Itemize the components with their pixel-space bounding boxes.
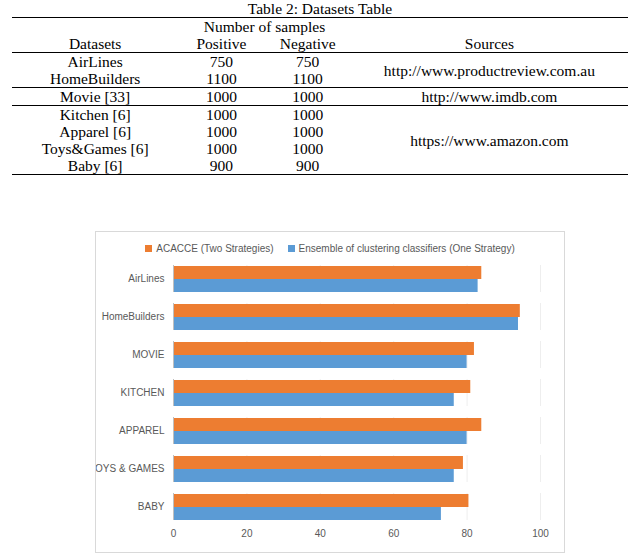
html-text:Positive: Positive <box>196 35 247 52</box>
html-text:1000: 1000 <box>205 88 237 105</box>
html-text:Toys&Games [6]: Toys&Games [6] <box>41 140 149 157</box>
html-text:1000: 1000 <box>292 140 324 157</box>
html-text:900: 900 <box>209 157 233 174</box>
html-text:1000: 1000 <box>292 88 324 105</box>
svg-text:BABY: BABY <box>138 501 165 512</box>
svg-text:APPAREL: APPAREL <box>119 425 165 436</box>
svg-text:MOVIE: MOVIE <box>132 349 165 360</box>
html-text:Baby [6]: Baby [6] <box>67 157 123 174</box>
svg-text:60: 60 <box>388 528 400 539</box>
html-text:AirLines: AirLines <box>67 53 123 70</box>
svg-text:TOYS & GAMES: TOYS & GAMES <box>96 463 165 474</box>
svg-text:20: 20 <box>241 528 253 539</box>
svg-text:0: 0 <box>171 528 177 539</box>
html-text:Number of samples: Number of samples <box>203 18 326 35</box>
html-text:Datasets: Datasets <box>68 35 122 52</box>
html-text:1000: 1000 <box>292 106 324 123</box>
html-text:1100: 1100 <box>292 70 323 87</box>
svg-text:40: 40 <box>315 528 327 539</box>
html-text:750: 750 <box>296 53 320 70</box>
svg-text:AirLines: AirLines <box>128 273 164 284</box>
html-text:1100: 1100 <box>206 70 237 87</box>
html-text:ACACCE (Two Strategies): ACACCE (Two Strategies) <box>156 242 274 254</box>
html-text:Movie [33]: Movie [33] <box>60 88 131 105</box>
html-text:Sources: Sources <box>464 35 514 52</box>
html-text:HomeBuilders: HomeBuilders <box>50 70 141 87</box>
html-text:Apparel [6]: Apparel [6] <box>59 123 132 140</box>
html-text:Kitchen [6]: Kitchen [6] <box>59 106 131 123</box>
html-text:1000: 1000 <box>205 140 237 157</box>
html-text:1000: 1000 <box>205 123 237 140</box>
html-text:http://www.productreview.com.a: http://www.productreview.com.au <box>383 61 595 79</box>
html-text:Negative: Negative <box>279 35 336 52</box>
html-text:900: 900 <box>296 157 320 174</box>
svg-text:100: 100 <box>532 528 549 539</box>
svg-text:HomeBuilders: HomeBuilders <box>102 311 165 322</box>
html-text:1000: 1000 <box>205 106 237 123</box>
html-text:Table 2: Datasets Table: Table 2: Datasets Table <box>247 0 393 17</box>
html-text:750: 750 <box>209 53 233 70</box>
html-text:http://www.imdb.com: http://www.imdb.com <box>421 88 558 105</box>
html-text:Ensemble of clustering classif: Ensemble of clustering classifiers (One … <box>298 242 515 254</box>
html-text:1000: 1000 <box>292 123 324 140</box>
svg-text:KITCHEN: KITCHEN <box>121 387 165 398</box>
svg-text:80: 80 <box>462 528 474 539</box>
html-text:https://www.amazon.com: https://www.amazon.com <box>410 131 569 149</box>
